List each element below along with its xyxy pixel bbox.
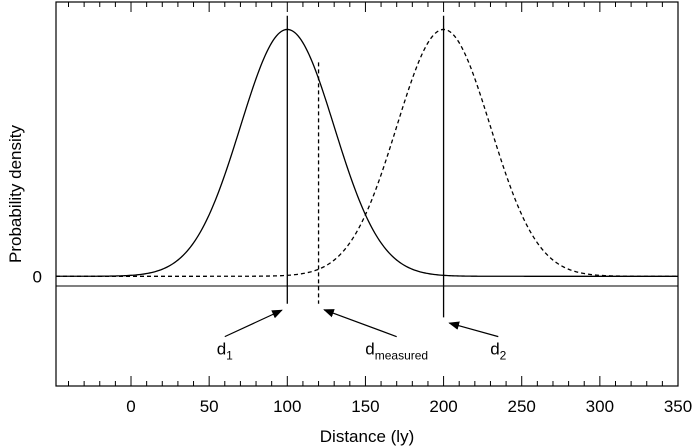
marker-label-subscript: 1 xyxy=(226,349,233,363)
marker-label-main: d xyxy=(217,340,226,359)
y-tick-labels: 0 xyxy=(33,267,42,286)
x-tick-label: 150 xyxy=(351,397,379,416)
plot-frame xyxy=(55,1,679,387)
marker-annotations: d1 dmeasured d2 xyxy=(217,340,507,363)
series-curve-1 xyxy=(56,28,678,277)
marker-label-main: d xyxy=(490,340,499,359)
marker-label-3: d2 xyxy=(490,340,506,363)
marker-arrow-2 xyxy=(323,309,397,338)
x-tick-label: 0 xyxy=(126,397,135,416)
marker-arrow-3 xyxy=(448,321,499,338)
x-axis-title: Distance (ly) xyxy=(320,427,414,446)
marker-label-2: dmeasured xyxy=(365,340,428,363)
y-tick-label: 0 xyxy=(33,267,42,286)
distance-markers xyxy=(224,15,499,338)
x-tick-label: 200 xyxy=(429,397,457,416)
x-tick-label: 300 xyxy=(586,397,614,416)
x-tick-labels: 0 50 100 150 200 250 300 350 xyxy=(126,397,692,416)
x-tick-label: 250 xyxy=(508,397,536,416)
marker-label-1: d1 xyxy=(217,340,233,363)
tick-marks xyxy=(68,2,679,386)
marker-label-main: d xyxy=(365,340,374,359)
x-tick-label: 100 xyxy=(273,397,301,416)
marker-arrow-1 xyxy=(224,309,283,338)
marker-label-subscript: 2 xyxy=(500,349,507,363)
y-axis-title: Probability density xyxy=(6,125,25,263)
distribution-curves xyxy=(56,28,678,277)
x-tick-label: 50 xyxy=(200,397,219,416)
x-tick-label: 350 xyxy=(664,397,692,416)
marker-label-subscript: measured xyxy=(375,349,428,363)
series-curve-2 xyxy=(56,28,678,277)
